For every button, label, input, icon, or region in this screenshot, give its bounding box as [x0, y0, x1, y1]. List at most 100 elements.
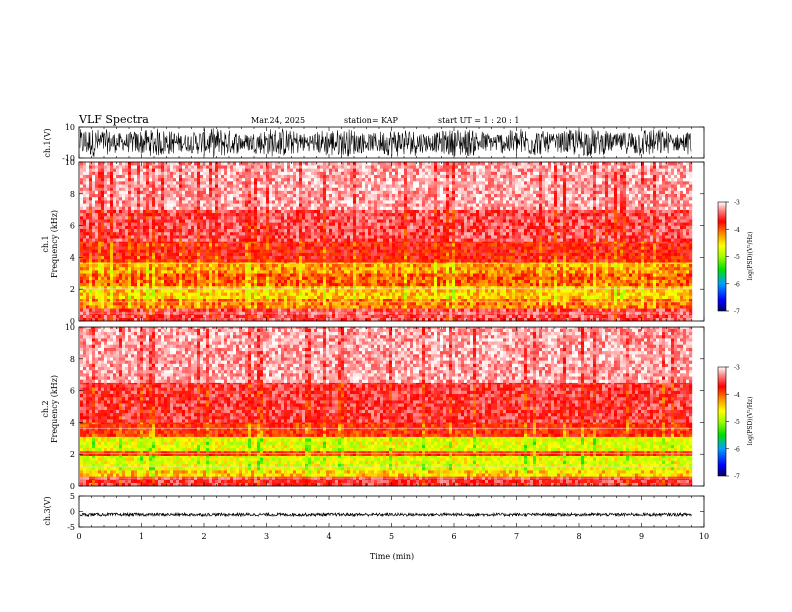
ch1-spectrogram-cell — [254, 279, 258, 284]
ch1-spectrogram-cell — [167, 279, 171, 284]
ch1-spectrogram-cell — [323, 249, 327, 253]
ch1-spectrogram-cell — [407, 305, 411, 309]
ch1-spectrogram-cell — [650, 263, 654, 268]
ch1-spectrogram-cell — [449, 317, 453, 322]
ch1-spectrogram-cell — [152, 317, 156, 322]
ch1-spectrogram-cell — [293, 252, 297, 256]
ch1-spectrogram-cell — [89, 298, 93, 303]
ch1-spectrogram-cell — [392, 255, 396, 260]
ch1-spectrogram-cell — [473, 279, 477, 284]
ch1-spectrogram-cell — [644, 273, 648, 277]
ch1-spectrogram-cell — [236, 249, 240, 253]
ch1-spectrogram-cell — [686, 286, 690, 290]
ch1-spectrogram-cell — [362, 298, 366, 303]
ch1-spectrogram-cell — [611, 255, 615, 260]
ch1-spectrogram-cell — [350, 301, 354, 306]
ch1-spectrogram-cell — [167, 259, 171, 263]
ch1-spectrogram-cell — [176, 279, 180, 284]
ch1-spectrogram-cell — [380, 295, 384, 299]
ch1-spectrogram-cell — [545, 266, 549, 271]
ch1-spectrogram-cell — [122, 270, 126, 274]
ch1-spectrogram-cell — [236, 298, 240, 303]
ch1-spectrogram-cell — [215, 270, 219, 274]
ch1-spectrogram-cell — [671, 252, 675, 256]
ch1-spectrogram-cell — [587, 263, 591, 268]
ch1-spectrogram-cell — [650, 273, 654, 277]
ch1-spectrogram-cell — [191, 259, 195, 263]
ch1-spectrogram-cell — [311, 298, 315, 303]
ch1-spectrogram-cell — [602, 273, 606, 277]
ch1-spectrogram-cell — [404, 308, 408, 312]
ch1-spectrogram-cell — [596, 262, 600, 264]
ch1-spectrogram-cell — [299, 249, 303, 253]
ch1-spectrogram-cell — [215, 298, 219, 303]
ch1-spectrogram-cell — [500, 301, 504, 306]
ch1-spectrogram-cell — [551, 301, 555, 306]
ch1-spectrogram-cell — [521, 292, 525, 296]
ch1-spectrogram-cell — [554, 282, 558, 287]
ch1-spectrogram-cell — [245, 292, 249, 296]
ch1-spectrogram-cell — [305, 262, 309, 264]
ch1-spectrogram-cell — [341, 270, 345, 274]
ch1-spectrogram-cell — [314, 270, 318, 274]
ch1-spectrogram-cell — [314, 308, 318, 312]
ch1-spectrogram-cell — [647, 305, 651, 309]
ch1-spectrogram-cell — [281, 249, 285, 253]
ch1-spectrogram-cell — [632, 252, 636, 256]
ch1-spectrogram-cell — [152, 295, 156, 299]
ch1-spectrogram-cell — [344, 305, 348, 309]
ch1-spectrogram-cell — [215, 249, 219, 253]
ch1-spectrogram-cell — [488, 292, 492, 296]
ch1-spectrogram-cell — [602, 305, 606, 309]
ch1-spectrogram-cell — [116, 298, 120, 303]
ch1-spectrogram-cell — [596, 252, 600, 256]
ch1-spectrogram-cell — [137, 246, 141, 250]
ch1-spectrogram-cell — [101, 295, 105, 299]
ch1-spectrogram-cell — [338, 255, 342, 260]
ch1-spectrogram-cell — [200, 276, 204, 280]
ch1-spectrogram-cell — [620, 295, 624, 299]
ch1-spectrogram-cell — [338, 262, 342, 264]
ch1-spectrogram-cell — [287, 298, 291, 303]
ch1-spectrogram-cell — [107, 301, 111, 306]
ch1-spectrogram-cell — [239, 295, 243, 299]
ch1-spectrogram-cell — [80, 305, 84, 309]
ch1-spectrogram-cell — [599, 301, 603, 306]
ch1-spectrogram-cell — [227, 305, 231, 309]
ch1-spectrogram-cell — [665, 262, 669, 264]
ch1-spectrogram-cell — [245, 301, 249, 306]
ch1-spectrogram-cell — [632, 259, 636, 263]
ch1-spectrogram-cell — [524, 308, 528, 312]
ch1-spectrogram-cell — [422, 276, 426, 280]
ch1-spectrogram-cell — [197, 279, 201, 284]
ch1-spectrogram-cell — [476, 295, 480, 299]
ch1-spectrogram-cell — [296, 305, 300, 309]
ch1-spectrogram-cell — [293, 282, 297, 287]
ch1-spectrogram-cell — [392, 295, 396, 299]
ch1-spectrogram-cell — [107, 282, 111, 287]
ch1-spectrogram-cell — [185, 286, 189, 290]
ch1-spectrogram-cell — [176, 273, 180, 277]
ch1-spectrogram-cell — [626, 314, 630, 318]
ch1-spectrogram-cell — [482, 276, 486, 280]
ch1-spectrogram-cell — [326, 301, 330, 306]
ch1-spectrogram-cell — [146, 279, 150, 284]
ch1-spectrogram-cell — [368, 273, 372, 277]
ch1-spectrogram-cell — [146, 305, 150, 309]
ch1-spectrogram-cell — [368, 259, 372, 263]
ch1-spectrogram-cell — [260, 298, 264, 303]
date-label: Mar.24, 2025 — [251, 116, 305, 125]
ch1-spectrogram-cell — [116, 279, 120, 284]
ch1-spectrogram-cell — [464, 298, 468, 303]
ch1-spectrogram-cell — [218, 276, 222, 280]
ch1-spectrogram-cell — [185, 252, 189, 256]
ch1-spectrogram-cell — [374, 259, 378, 263]
ch1-spectrogram-cell — [305, 314, 309, 318]
ch1-spectrogram-cell — [149, 266, 153, 271]
ch1-spectrogram-cell — [458, 289, 462, 293]
ch1-spectrogram-cell — [146, 286, 150, 290]
ch1-spectrogram-cell — [611, 286, 615, 290]
ch1-spectrogram-cell — [125, 276, 129, 280]
ch1-spectrogram-cell — [134, 314, 138, 318]
ch1-spectrogram-cell — [272, 314, 276, 318]
